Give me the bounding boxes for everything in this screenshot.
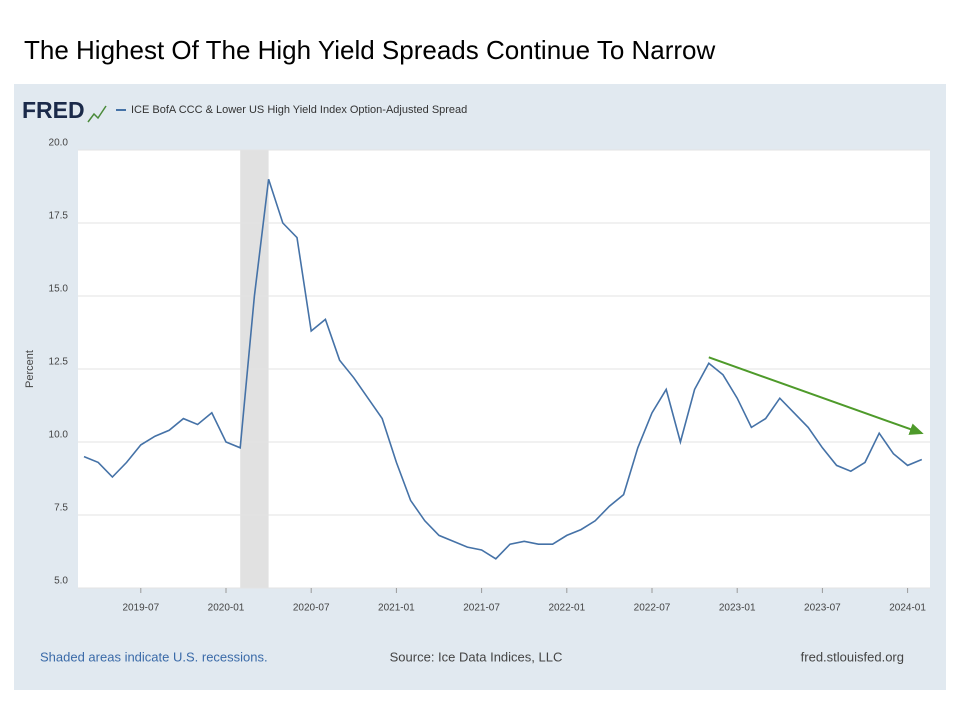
x-tick-label: 2022-07 bbox=[634, 603, 671, 614]
x-tick-label: 2023-01 bbox=[719, 603, 756, 614]
x-tick-label: 2019-07 bbox=[122, 603, 159, 614]
x-tick-label: 2020-01 bbox=[208, 603, 245, 614]
y-tick-label: 15.0 bbox=[49, 284, 69, 295]
x-tick-label: 2021-07 bbox=[463, 603, 500, 614]
logo-icon bbox=[87, 105, 107, 123]
source-note: Source: Ice Data Indices, LLC bbox=[390, 649, 563, 664]
legend-label: ICE BofA CCC & Lower US High Yield Index… bbox=[131, 104, 467, 116]
footer-url: fred.stlouisfed.org bbox=[801, 649, 904, 664]
x-tick-label: 2024-01 bbox=[889, 603, 926, 614]
footer-note: Shaded areas indicate U.S. recessions. bbox=[40, 649, 268, 664]
logo: FRED bbox=[22, 97, 85, 123]
y-tick-label: 10.0 bbox=[49, 430, 69, 441]
x-tick-label: 2020-07 bbox=[293, 603, 330, 614]
y-tick-label: 7.5 bbox=[54, 503, 68, 514]
x-tick-label: 2021-01 bbox=[378, 603, 415, 614]
x-tick-label: 2022-01 bbox=[548, 603, 585, 614]
y-tick-label: 20.0 bbox=[49, 138, 69, 149]
y-tick-label: 17.5 bbox=[49, 211, 69, 222]
trend-arrow bbox=[708, 356, 924, 435]
y-axis-label: Percent bbox=[24, 350, 36, 388]
slide-title: The Highest Of The High Yield Spreads Co… bbox=[24, 35, 716, 65]
data-line bbox=[83, 178, 923, 560]
y-tick-label: 5.0 bbox=[54, 576, 68, 587]
y-tick-label: 12.5 bbox=[49, 357, 69, 368]
x-tick-label: 2023-07 bbox=[804, 603, 841, 614]
